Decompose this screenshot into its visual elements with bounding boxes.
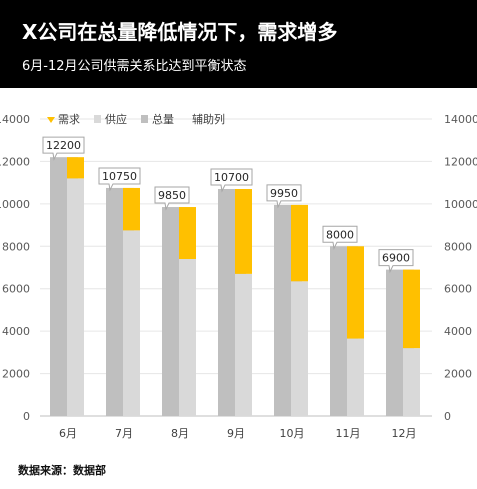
header-banner: X公司在总量降低情况下，需求增多 6月-12月公司供需关系比达到平衡状态 (0, 0, 477, 88)
y-tick-label-left: 14000 (0, 113, 30, 126)
y-tick-label-left: 6000 (2, 283, 30, 296)
data-label-callout: 9950 (266, 184, 302, 209)
callout-box (210, 168, 253, 193)
y-tick-label-left: 12000 (0, 155, 30, 168)
x-tick-label: 10月 (280, 427, 305, 440)
y-tick-label-right: 4000 (444, 325, 472, 338)
bar-supply (403, 348, 420, 416)
data-label-callout: 8000 (322, 225, 358, 250)
y-tick-label-right: 12000 (444, 155, 477, 168)
page-subtitle: 6月-12月公司供需关系比达到平衡状态 (22, 59, 247, 74)
x-tick-label: 8月 (171, 427, 189, 440)
source-note: 数据来源：数据部 (18, 464, 106, 477)
bar-demand (179, 207, 196, 260)
bar-supply (347, 338, 364, 416)
data-label: 9850 (158, 189, 186, 202)
data-label-callout: 9850 (154, 186, 190, 211)
legend-label: 总量 (152, 112, 174, 126)
callout-box (266, 184, 302, 209)
bar-demand (347, 246, 364, 339)
data-label-callout: 6900 (378, 249, 414, 274)
data-label: 9950 (270, 187, 298, 200)
data-label: 8000 (326, 228, 354, 241)
callout-box (154, 186, 190, 211)
data-label: 6900 (382, 252, 410, 265)
y-tick-label-right: 2000 (444, 368, 472, 381)
y-tick-label-left: 4000 (2, 325, 30, 338)
y-tick-label-left: 0 (23, 410, 30, 423)
callout-box (378, 249, 414, 274)
x-tick-label: 7月 (115, 427, 133, 440)
x-tick-label: 11月 (336, 427, 361, 440)
bar-supply (179, 259, 196, 416)
bar-demand (123, 187, 140, 231)
x-tick-label: 12月 (392, 427, 417, 440)
bar-supply (235, 273, 252, 416)
data-label: 10700 (214, 171, 249, 184)
callout-box (42, 136, 85, 161)
chart: 0 2000 4000 6000 8000 10000 12000 14000 0 2000 40… (0, 112, 477, 440)
callout-box (322, 225, 358, 250)
legend-marker-supply (94, 115, 101, 123)
bar-supply (291, 281, 308, 416)
legend-label: 供应 (105, 112, 127, 126)
legend-label: 需求 (58, 113, 80, 126)
bar-demand (67, 157, 84, 179)
data-label-callout: 10700 (210, 168, 253, 193)
y-tick-label-left: 10000 (0, 198, 30, 211)
data-label: 12200 (46, 139, 81, 152)
bar-supply (123, 230, 140, 416)
y-tick-label-right: 14000 (444, 113, 477, 126)
data-label: 10750 (102, 170, 137, 183)
x-tick-label: 6月 (59, 427, 77, 440)
legend-label: 辅助列 (192, 112, 225, 126)
y-tick-label-left: 2000 (2, 368, 30, 381)
legend-marker-demand (47, 117, 55, 123)
y-tick-label-left: 8000 (2, 240, 30, 253)
data-label-callout: 10750 (98, 167, 141, 192)
callout-box (98, 167, 141, 192)
legend-marker-total (141, 115, 148, 123)
bar-demand (291, 204, 308, 282)
y-tick-label-right: 6000 (444, 283, 472, 296)
data-label-callout: 12200 (42, 136, 85, 161)
bar-supply (67, 178, 84, 416)
page-title: X公司在总量降低情况下，需求增多 (22, 20, 338, 44)
y-tick-label-right: 0 (444, 410, 451, 423)
bar-demand (403, 269, 420, 349)
y-tick-label-right: 10000 (444, 198, 477, 211)
y-tick-label-right: 8000 (444, 240, 472, 253)
x-tick-label: 9月 (227, 427, 245, 440)
bar-demand (235, 189, 252, 274)
